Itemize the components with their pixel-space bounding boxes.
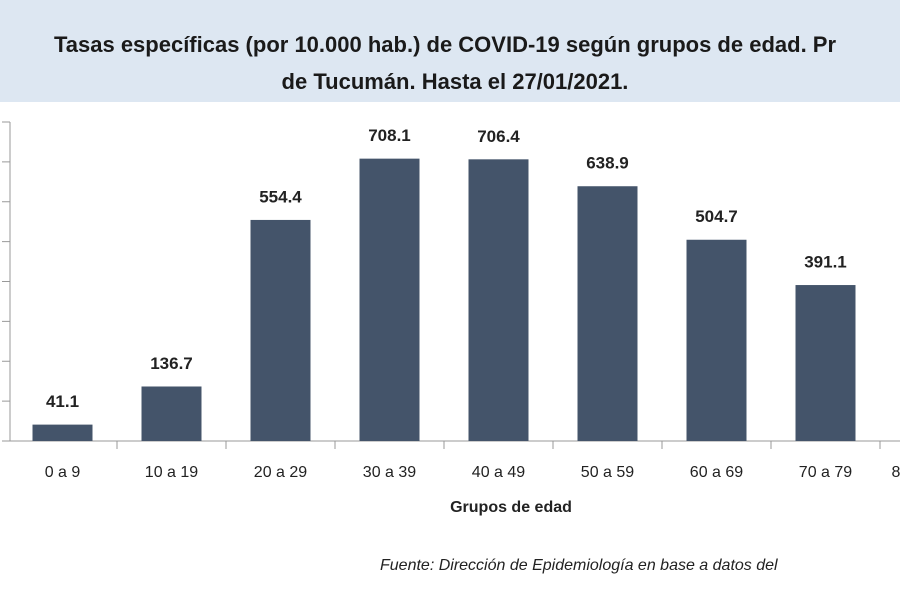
x-tick-label: 10 a 19: [145, 464, 198, 481]
value-label: 41.1: [46, 392, 79, 411]
x-tick-label: 70 a 79: [799, 464, 852, 481]
bar: [468, 159, 529, 441]
value-label: 554.4: [259, 187, 302, 206]
bar: [795, 285, 856, 441]
source-note: Fuente: Dirección de Epidemiología en ba…: [380, 557, 778, 574]
bar: [359, 158, 420, 441]
value-label: 504.7: [695, 207, 738, 226]
chart-title: de Tucumán. Hasta el 27/01/2021.: [282, 69, 629, 94]
bar: [577, 186, 638, 441]
x-tick-label: 50 a 59: [581, 464, 634, 481]
x-tick-label: 30 a 39: [363, 464, 416, 481]
value-label: 708.1: [368, 126, 411, 145]
value-label: 706.4: [477, 127, 520, 146]
bar: [141, 386, 202, 441]
value-label: 136.7: [150, 354, 193, 373]
bar: [686, 239, 747, 441]
value-label: 638.9: [586, 154, 629, 173]
bar: [32, 424, 93, 441]
x-tick-label: 8: [892, 464, 900, 481]
x-tick-label: 20 a 29: [254, 464, 307, 481]
x-axis-label: Grupos de edad: [450, 499, 572, 516]
title-band: [0, 0, 900, 102]
x-tick-label: 0 a 9: [45, 464, 81, 481]
x-tick-label: 40 a 49: [472, 464, 525, 481]
bar: [250, 219, 311, 441]
value-label: 391.1: [804, 253, 847, 272]
x-tick-label: 60 a 69: [690, 464, 743, 481]
chart-title: Tasas específicas (por 10.000 hab.) de C…: [54, 32, 837, 57]
